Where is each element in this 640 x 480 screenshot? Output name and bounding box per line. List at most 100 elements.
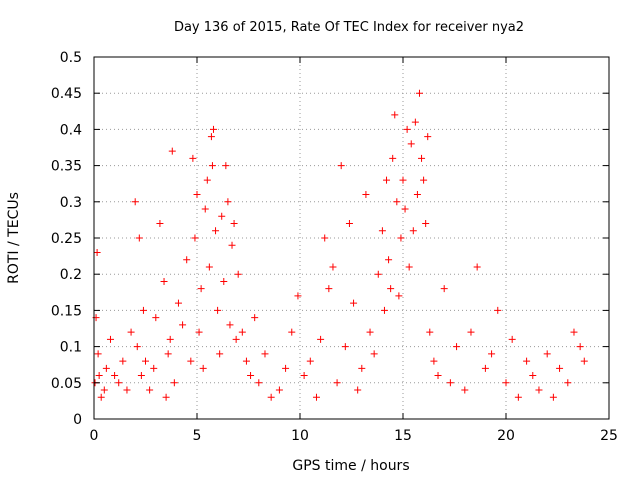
data-point [366,328,374,336]
data-point [387,285,395,293]
data-point [312,393,320,401]
data-point [325,285,333,293]
data-point [461,386,469,394]
y-axis-label: ROTI / TECUs [6,192,22,284]
data-point [549,393,557,401]
data-point [415,89,423,97]
y-tick-label: 0.5 [60,50,82,66]
data-point [362,191,370,199]
data-point [409,227,417,235]
data-point [329,263,337,271]
data-point [389,154,397,162]
data-point [93,248,101,256]
y-tick-label: 0.4 [60,122,82,138]
y-tick-label: 0.3 [60,195,82,211]
data-point [261,350,269,358]
y-tick-label: 0.2 [60,267,82,283]
data-point [193,191,201,199]
data-point [481,364,489,372]
data-point [97,393,105,401]
data-point [230,220,238,228]
data-point [234,270,242,278]
data-point [232,335,240,343]
data-point [106,335,114,343]
y-tick-label: 0.1 [60,340,82,356]
y-tick-label: 0.35 [51,159,82,175]
data-point [168,147,176,155]
data-point [224,198,232,206]
data-point [564,379,572,387]
data-point [127,328,135,336]
data-point [321,234,329,242]
data-point [123,386,131,394]
data-point [133,343,141,351]
data-point [345,220,353,228]
data-point [418,154,426,162]
data-point [183,256,191,264]
data-point [102,364,110,372]
x-tick-label: 20 [497,428,515,444]
data-point [405,263,413,271]
data-point [282,364,290,372]
data-point [440,285,448,293]
data-point [523,357,531,365]
data-point [401,205,409,213]
data-point [156,220,164,228]
data-point [494,306,502,314]
data-point [208,162,216,170]
data-point [187,357,195,365]
data-point [203,176,211,184]
data-point [488,350,496,358]
data-point [570,328,578,336]
data-point [508,335,516,343]
data-point [422,220,430,228]
data-point [397,234,405,242]
data-point [179,321,187,329]
data-point [115,379,123,387]
data-point [197,285,205,293]
y-tick-label: 0 [73,412,82,428]
data-point [317,335,325,343]
data-point [94,350,102,358]
data-point [337,162,345,170]
data-point [543,350,551,358]
data-point [446,379,454,387]
data-point [434,372,442,380]
grid-lines [94,57,609,419]
data-point [162,393,170,401]
plot-frame [93,56,610,420]
data-point [199,364,207,372]
data-point [580,357,588,365]
data-points [91,89,588,401]
data-point [135,234,143,242]
y-axis-ticks: 0 0.05 0.1 0.15 0.2 0.25 0.3 0.35 0.4 0.45 0.5 [51,50,609,428]
data-point [514,393,522,401]
data-point [395,292,403,300]
data-point [391,111,399,119]
data-point [358,364,366,372]
data-point [160,277,168,285]
data-point [195,328,203,336]
data-point [576,343,584,351]
data-point [207,133,215,141]
data-point [242,357,250,365]
data-point [385,256,393,264]
data-point [502,379,510,387]
data-point [341,343,349,351]
data-point [222,162,230,170]
x-tick-label: 15 [394,428,412,444]
data-point [170,379,178,387]
data-point [306,357,314,365]
data-point [426,328,434,336]
data-point [174,299,182,307]
data-point [294,292,302,300]
data-point [556,364,564,372]
data-point [209,125,217,133]
data-point [399,176,407,184]
data-point [275,386,283,394]
data-point [424,133,432,141]
data-point [413,191,421,199]
data-point [354,386,362,394]
x-tick-label: 25 [600,428,618,444]
